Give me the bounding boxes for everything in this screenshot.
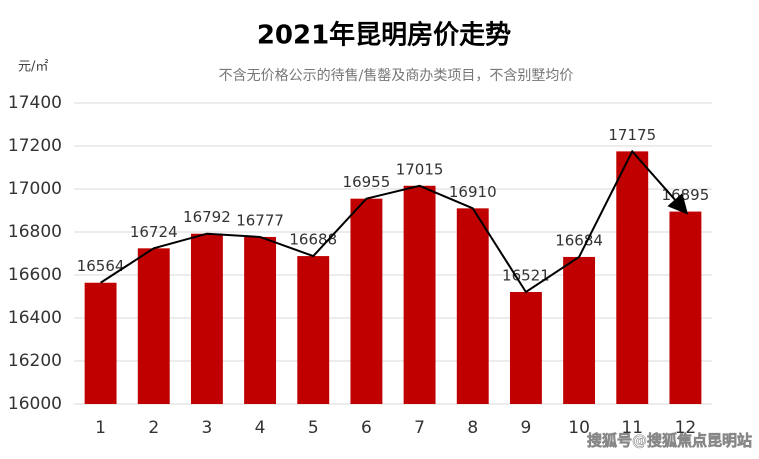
bar	[616, 151, 649, 404]
bar	[137, 248, 170, 404]
bar	[190, 233, 223, 404]
bar	[84, 282, 117, 404]
data-label: 16564	[77, 257, 125, 275]
data-label: 16688	[289, 231, 337, 249]
bar	[350, 198, 383, 404]
x-tick-label: 11	[621, 418, 643, 438]
data-label: 17175	[608, 126, 656, 144]
y-tick-label: 16400	[8, 308, 62, 328]
y-tick-label: 16600	[8, 265, 62, 285]
watermark: 搜狐号@搜狐焦点昆明站	[587, 432, 752, 450]
bar	[456, 208, 489, 404]
y-tick-label: 16800	[8, 222, 62, 242]
bar	[563, 256, 596, 404]
y-tick-label: 17000	[8, 179, 62, 199]
x-tick-label: 3	[202, 418, 213, 438]
data-label: 17015	[396, 160, 444, 178]
y-tick-label: 17200	[8, 136, 62, 156]
data-label: 16910	[449, 183, 497, 201]
data-label: 16895	[662, 186, 710, 204]
data-label: 16777	[236, 211, 284, 229]
x-tick-label: 4	[255, 418, 266, 438]
y-tick-label: 16200	[8, 351, 62, 371]
x-tick-label: 7	[414, 418, 425, 438]
x-tick-label: 12	[675, 418, 697, 438]
bar	[669, 211, 702, 404]
bar	[297, 256, 330, 404]
data-label: 16684	[555, 231, 603, 249]
data-label: 16792	[183, 208, 231, 226]
data-label: 16724	[130, 223, 178, 241]
x-tick-label: 6	[361, 418, 372, 438]
x-tick-label: 9	[521, 418, 532, 438]
chart-title: 2021年昆明房价走势	[257, 20, 511, 51]
x-tick-label: 2	[148, 418, 159, 438]
bar	[509, 291, 542, 404]
data-label: 16955	[343, 173, 391, 191]
x-tick-label: 8	[467, 418, 478, 438]
x-tick-label: 10	[568, 418, 590, 438]
trend-line	[100, 149, 689, 294]
y-tick-label: 17400	[8, 93, 62, 113]
y-tick-label: 16000	[8, 394, 62, 414]
subtitle: 不含无价格公示的待售/售罄及商办类项目，不含别墅均价	[219, 68, 574, 84]
bar	[403, 185, 436, 404]
x-tick-label: 5	[308, 418, 319, 438]
data-label: 16521	[502, 266, 550, 284]
bar	[244, 236, 277, 404]
unit-label: 元/㎡	[18, 60, 48, 75]
x-tick-label: 1	[95, 418, 106, 438]
